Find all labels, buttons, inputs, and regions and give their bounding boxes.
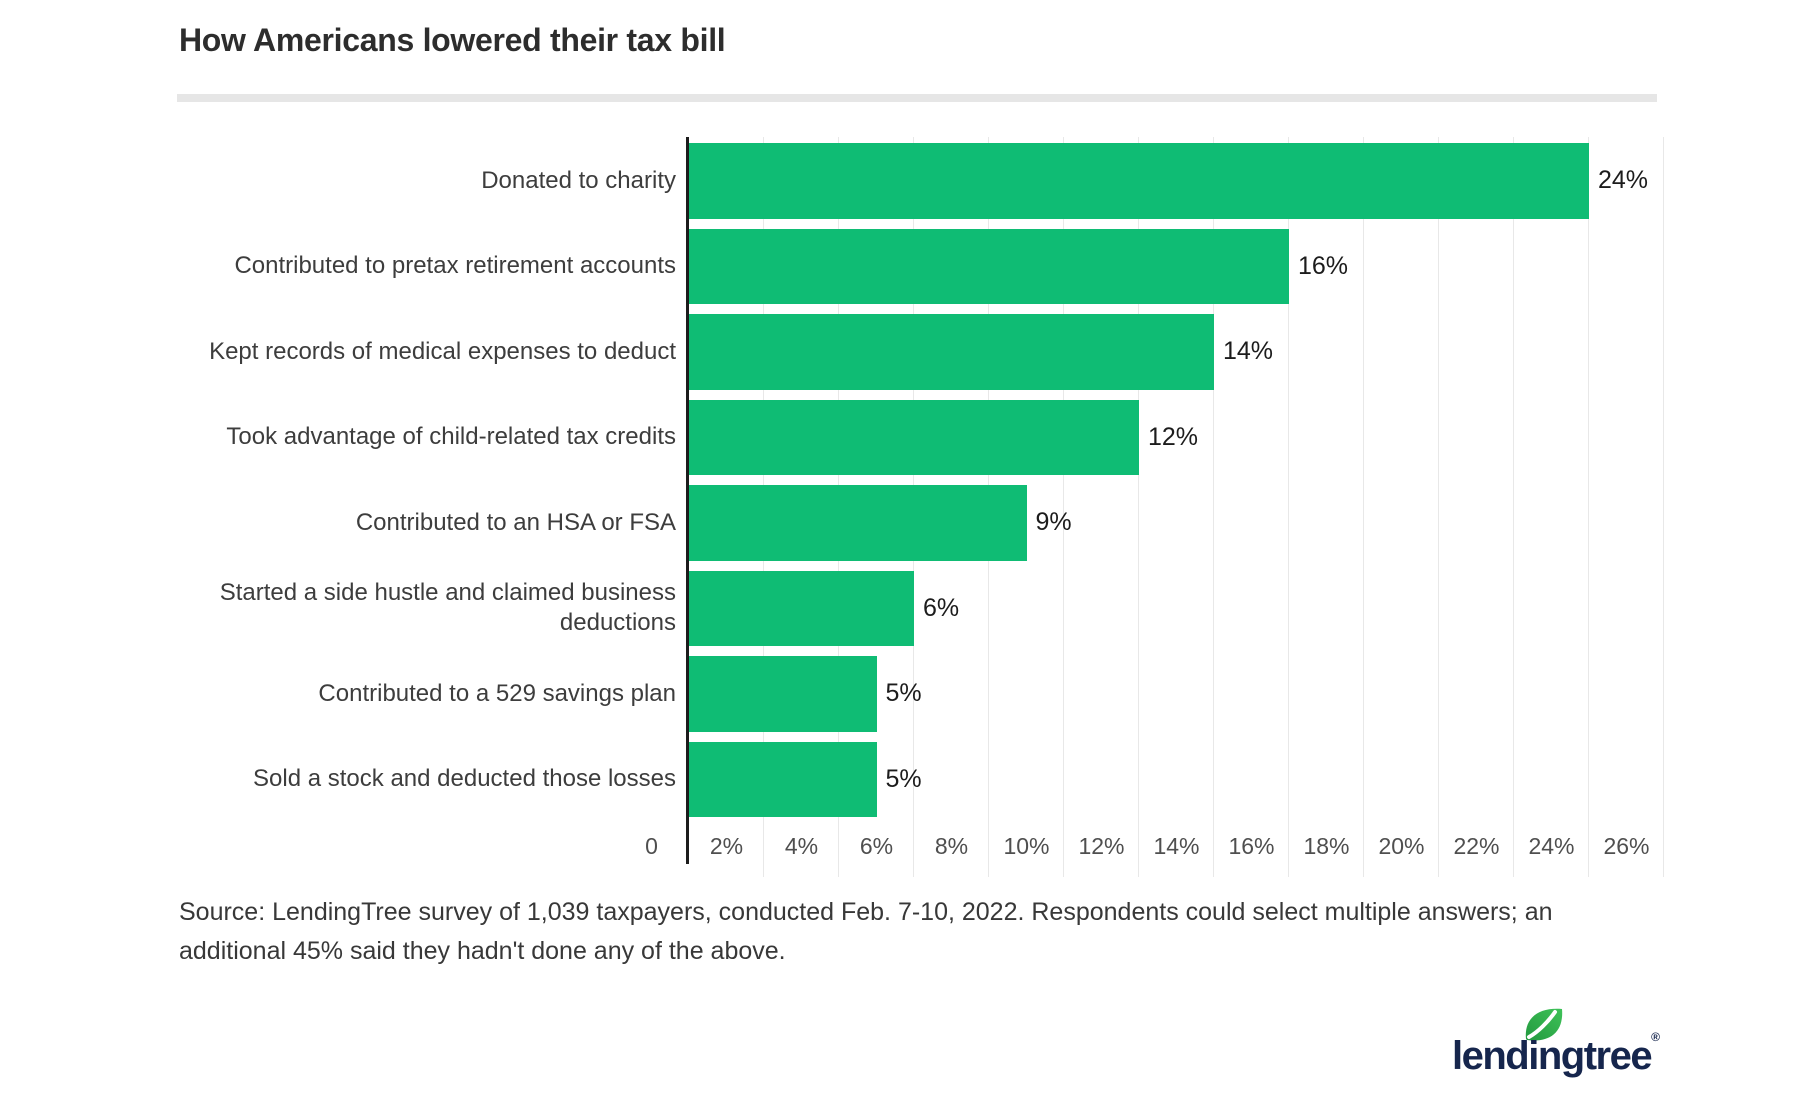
title-divider — [177, 94, 1657, 102]
category-label: Started a side hustle and claimed busine… — [219, 579, 676, 637]
x-tick-label: 18% — [1303, 833, 1350, 859]
category-label: Donated to charity — [481, 166, 676, 194]
bar — [689, 485, 1027, 561]
value-label: 12% — [1148, 422, 1199, 451]
category-label: Contributed to pretax retirement account… — [234, 252, 676, 280]
x-tick-label: 6% — [859, 833, 894, 859]
x-tick-label: 20% — [1378, 833, 1425, 859]
x-tick-label: 24% — [1528, 833, 1575, 859]
gridline — [1663, 137, 1664, 877]
bar — [689, 570, 914, 646]
y-axis-line — [686, 137, 689, 864]
x-tick-label: 2% — [709, 833, 744, 859]
category-label: Kept records of medical expenses to dedu… — [209, 337, 676, 365]
value-label: 5% — [885, 679, 922, 708]
value-label: 6% — [923, 593, 960, 622]
value-label: 9% — [1035, 508, 1072, 537]
source-note: Source: LendingTree survey of 1,039 taxp… — [179, 898, 1553, 965]
gridline — [1513, 137, 1514, 877]
registered-mark: ® — [1651, 1030, 1660, 1044]
value-label: 5% — [885, 764, 922, 793]
x-tick-label: 8% — [934, 833, 969, 859]
value-label: 14% — [1223, 337, 1274, 366]
x-tick-label: 10% — [1003, 833, 1050, 859]
logo-wordmark: lendingtree — [1452, 1034, 1653, 1078]
gridline — [1213, 137, 1214, 877]
x-tick-label: 26% — [1603, 833, 1650, 859]
gridline — [1288, 137, 1289, 877]
x-tick-label: 22% — [1453, 833, 1500, 859]
gridline — [1138, 137, 1139, 877]
x-tick-label: 16% — [1228, 833, 1275, 859]
category-label: Contributed to a 529 savings plan — [318, 679, 676, 707]
value-label: 24% — [1598, 166, 1649, 195]
value-label: 16% — [1298, 251, 1349, 280]
gridline — [1438, 137, 1439, 877]
x-tick-label: 0 — [645, 833, 658, 859]
bar — [689, 741, 877, 817]
x-tick-label: 12% — [1078, 833, 1125, 859]
gridline — [1363, 137, 1364, 877]
bar — [689, 399, 1139, 475]
x-tick-label: 14% — [1153, 833, 1200, 859]
bar — [689, 314, 1214, 390]
category-label: Sold a stock and deducted those losses — [253, 765, 676, 793]
bar — [689, 656, 877, 732]
gridline — [1588, 137, 1589, 877]
category-label: Contributed to an HSA or FSA — [355, 508, 676, 536]
category-label: Took advantage of child-related tax cred… — [226, 423, 676, 451]
lendingtree-logo: lendingtree® — [1452, 1030, 1660, 1079]
bar — [689, 143, 1589, 219]
x-tick-label: 4% — [784, 833, 819, 859]
gridline — [1063, 137, 1064, 877]
chart-title: How Americans lowered their tax bill — [179, 22, 726, 58]
leaf-icon — [1525, 1008, 1563, 1041]
bar — [689, 228, 1289, 304]
